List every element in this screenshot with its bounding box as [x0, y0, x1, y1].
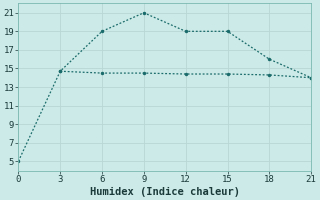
X-axis label: Humidex (Indice chaleur): Humidex (Indice chaleur): [90, 186, 240, 197]
